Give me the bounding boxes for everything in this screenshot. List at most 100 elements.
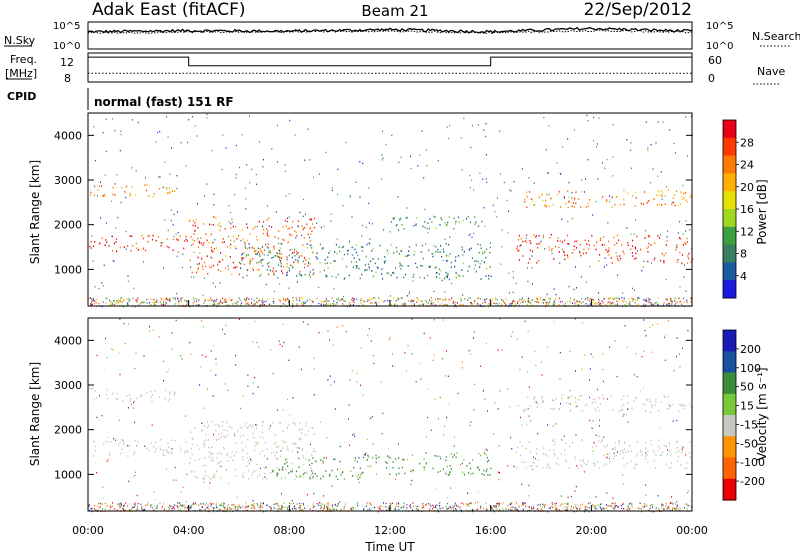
noise-cell <box>302 503 304 505</box>
echo-cell <box>485 275 487 277</box>
noise-cell <box>622 292 624 294</box>
echo-cell <box>276 458 278 461</box>
noise-cell <box>181 297 183 299</box>
noise-cell <box>663 508 665 510</box>
noise-cell <box>412 299 414 302</box>
echo-cell <box>235 442 237 444</box>
noise-cell <box>166 298 168 300</box>
echo-cell <box>672 201 675 204</box>
noise-cell <box>251 168 253 170</box>
noise-cell <box>112 300 114 302</box>
echo-cell <box>468 471 470 474</box>
noise-cell <box>273 297 275 300</box>
noise-cell <box>109 509 111 511</box>
echo-cell <box>311 462 313 465</box>
noise-cell <box>451 297 453 299</box>
echo-cell <box>591 234 593 237</box>
noise-cell <box>556 508 558 511</box>
noise-cell <box>360 302 362 304</box>
noise-cell <box>439 507 441 509</box>
echo-cell <box>646 399 649 402</box>
echo-cell <box>398 472 400 475</box>
noise-cell <box>466 218 467 220</box>
noise-cell <box>97 195 98 197</box>
echo-cell <box>588 244 590 246</box>
noise-cell <box>671 509 673 511</box>
noise-cell <box>199 509 200 511</box>
noise-cell <box>377 297 379 299</box>
noise-cell <box>213 204 215 206</box>
noise-cell <box>380 381 382 383</box>
noise-cell <box>235 173 237 176</box>
noise-cell <box>404 303 406 305</box>
noise-cell <box>676 505 678 508</box>
noise-cell <box>298 346 300 348</box>
noise-cell <box>96 354 98 357</box>
noise-cell <box>666 508 668 510</box>
noise-cell <box>636 298 638 300</box>
echo-cell <box>288 227 290 230</box>
echo-cell <box>651 403 653 406</box>
echo-cell <box>89 245 91 248</box>
noise-cell <box>281 508 283 510</box>
echo-cell <box>234 432 236 434</box>
echo-cell <box>199 242 201 244</box>
echo-cell <box>255 253 257 255</box>
echo-cell <box>131 235 133 238</box>
echo-cell <box>243 476 245 478</box>
noise-cell <box>332 344 334 346</box>
noise-cell <box>627 421 629 423</box>
echo-cell <box>269 252 271 254</box>
echo-cell <box>121 439 123 441</box>
noise-cell <box>309 236 311 239</box>
noise-cell <box>454 436 455 438</box>
echo-cell <box>115 398 117 400</box>
echo-cell <box>685 453 687 456</box>
echo-cell <box>232 459 234 462</box>
noise-cell <box>231 504 233 506</box>
noise-cell <box>546 293 548 296</box>
echo-cell <box>623 189 625 192</box>
noise-cell <box>118 419 120 422</box>
noise-cell <box>623 301 625 303</box>
noise-cell <box>529 302 531 304</box>
noise-cell <box>527 280 529 283</box>
echo-cell <box>583 462 585 465</box>
echo-cell <box>527 396 529 399</box>
noise-cell <box>176 255 178 258</box>
echo-cell <box>278 230 280 232</box>
echo-cell <box>164 454 166 457</box>
noise-cell <box>599 503 601 506</box>
echo-cell <box>655 401 657 403</box>
echo-cell <box>549 237 551 239</box>
echo-cell <box>386 249 388 252</box>
echo-cell <box>635 257 637 259</box>
noise-cell <box>493 510 495 513</box>
noise-cell <box>240 240 242 242</box>
echo-cell <box>393 272 395 274</box>
y-tick-label: 1000 <box>54 468 82 481</box>
echo-cell <box>545 205 547 208</box>
noise-cell <box>362 162 364 165</box>
echo-cell <box>196 444 198 446</box>
echo-cell <box>580 206 582 208</box>
noise-cell <box>630 142 632 144</box>
noise-cell <box>410 300 412 302</box>
echo-cell <box>143 247 145 249</box>
echo-cell <box>355 265 357 267</box>
noise-cell <box>174 466 176 469</box>
noise-cell <box>163 301 164 303</box>
echo-cell <box>618 410 621 412</box>
echo-cell <box>358 267 360 270</box>
echo-cell <box>607 251 609 254</box>
echo-cell <box>219 225 221 228</box>
noise-cell <box>349 195 351 197</box>
noise-cell <box>277 124 278 127</box>
echo-cell <box>462 471 464 474</box>
noise-cell <box>643 298 645 301</box>
noise-cell <box>454 508 456 510</box>
echo-cell <box>393 252 395 254</box>
noise-cell <box>473 331 475 333</box>
echo-cell <box>606 200 608 203</box>
noise-cell <box>276 446 277 448</box>
